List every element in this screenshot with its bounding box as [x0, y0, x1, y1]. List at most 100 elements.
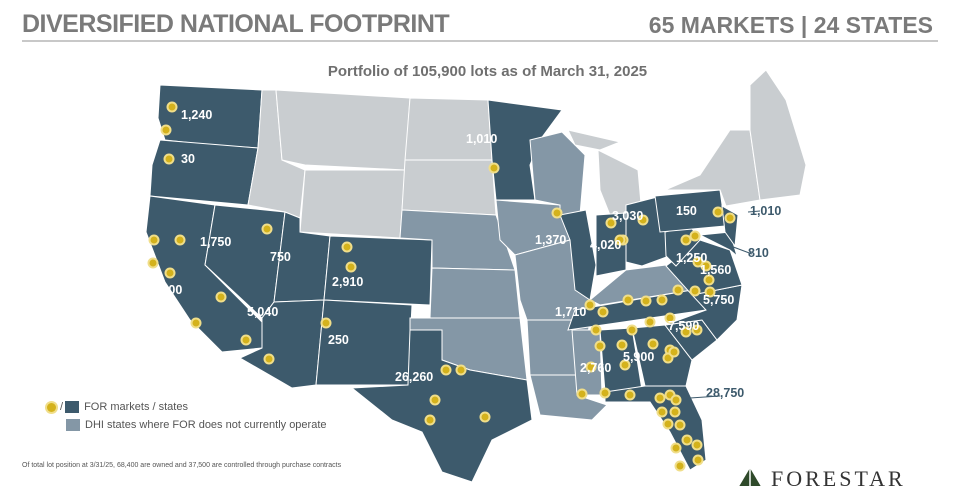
market-dot: [682, 236, 690, 244]
market-dot: [702, 262, 710, 270]
logo-text: FORESTAR: [771, 466, 906, 486]
market-dot: [683, 436, 691, 444]
market-dot: [347, 263, 355, 271]
market-dot: [587, 363, 595, 371]
lot-count-label: 1,010: [466, 132, 498, 146]
market-dot: [656, 394, 664, 402]
market-dot: [592, 326, 600, 334]
market-dot: [642, 297, 650, 305]
leaf-logo-icon: [739, 468, 761, 486]
state-ne-states: [749, 69, 807, 201]
market-dot-icon: [47, 402, 56, 412]
legend-dhi-label: DHI states where FOR does not currently …: [85, 419, 327, 431]
market-dot: [242, 336, 250, 344]
market-dot: [553, 209, 561, 217]
state-nd: [404, 97, 493, 161]
lot-count-label: 7,590: [668, 319, 700, 333]
dhi-state-swatch: [66, 419, 80, 431]
market-dot: [626, 391, 634, 399]
market-dot: [490, 164, 498, 172]
market-dot: [481, 413, 489, 421]
market-dot: [691, 287, 699, 295]
market-dot: [192, 319, 200, 327]
lot-count-label: 1,370: [535, 233, 567, 247]
market-dot: [265, 355, 273, 363]
legend-for-label: FOR markets / states: [84, 401, 188, 413]
footnote: Of total lot position at 3/31/25, 68,400…: [22, 462, 342, 469]
forestar-logo: FORESTAR: [735, 466, 906, 486]
market-dot: [322, 319, 330, 327]
page-title: DIVERSIFIED NATIONAL FOOTPRINT: [22, 10, 450, 38]
state-mt: [275, 89, 411, 171]
market-dot: [596, 342, 604, 350]
market-dot: [672, 444, 680, 452]
lot-count-label: 1,000: [151, 283, 183, 297]
leader-line: [727, 244, 753, 255]
state-tx: [350, 329, 533, 483]
market-dot: [162, 126, 170, 134]
legend-dhi: DHI states where FOR does not currently …: [44, 416, 327, 434]
lot-count-label: 1,710: [555, 305, 587, 319]
market-dot: [706, 288, 714, 296]
state-or: [149, 139, 259, 206]
market-dot: [578, 390, 586, 398]
market-dot: [646, 318, 654, 326]
state-ga: [631, 324, 693, 387]
market-dot: [624, 296, 632, 304]
markets-states-summary: 65 MARKETS | 24 STATES: [648, 12, 933, 38]
market-dot: [682, 328, 690, 336]
legend-for: / FOR markets / states: [44, 398, 327, 416]
state-md: [698, 231, 738, 258]
market-dot: [601, 389, 609, 397]
lot-count-label: 5,040: [247, 305, 279, 319]
market-dot: [607, 219, 615, 227]
market-dot: [639, 216, 647, 224]
market-dot: [676, 462, 684, 470]
market-dot: [149, 259, 157, 267]
legend-separator: /: [60, 401, 64, 413]
market-dot: [166, 269, 174, 277]
market-dot: [431, 396, 439, 404]
market-dot: [658, 296, 666, 304]
state-ks: [429, 267, 521, 319]
title-divider: [22, 40, 938, 42]
market-dot: [714, 208, 722, 216]
market-dot: [457, 366, 465, 374]
market-dot: [693, 326, 701, 334]
lot-count-label: 3,030: [612, 209, 644, 223]
lot-count-label: 250: [328, 333, 349, 347]
market-dot: [658, 408, 666, 416]
market-dot: [165, 155, 173, 163]
lot-count-label: 1,010: [750, 204, 782, 218]
market-dot: [618, 341, 626, 349]
lot-count-label: 750: [270, 250, 291, 264]
market-dot: [672, 396, 680, 404]
lot-count-label: 1,750: [200, 235, 232, 249]
market-dot: [694, 456, 702, 464]
market-dot: [670, 348, 678, 356]
state-co: [323, 235, 433, 306]
market-dot: [691, 232, 699, 240]
lot-count-label: 5,900: [623, 350, 655, 364]
for-state-swatch: [65, 401, 80, 413]
market-dot: [705, 276, 713, 284]
market-dot: [664, 354, 672, 362]
market-dot: [599, 308, 607, 316]
legend: / FOR markets / states DHI states where …: [44, 398, 327, 434]
lot-count-label: 150: [676, 204, 697, 218]
lot-count-label: 1,560: [700, 263, 732, 277]
market-dot: [621, 361, 629, 369]
state-wy: [299, 169, 406, 239]
market-dot: [676, 421, 684, 429]
lot-count-label: 26,260: [395, 370, 434, 384]
state-nc: [664, 284, 743, 341]
leader-line: [747, 210, 761, 213]
lot-count-label: 2,760: [580, 361, 612, 375]
market-dot: [628, 326, 636, 334]
market-dot: [694, 258, 702, 266]
lot-count-label: 30: [181, 152, 195, 166]
market-dot: [150, 236, 158, 244]
lot-count-label: 4,020: [590, 238, 622, 252]
market-dot: [176, 236, 184, 244]
